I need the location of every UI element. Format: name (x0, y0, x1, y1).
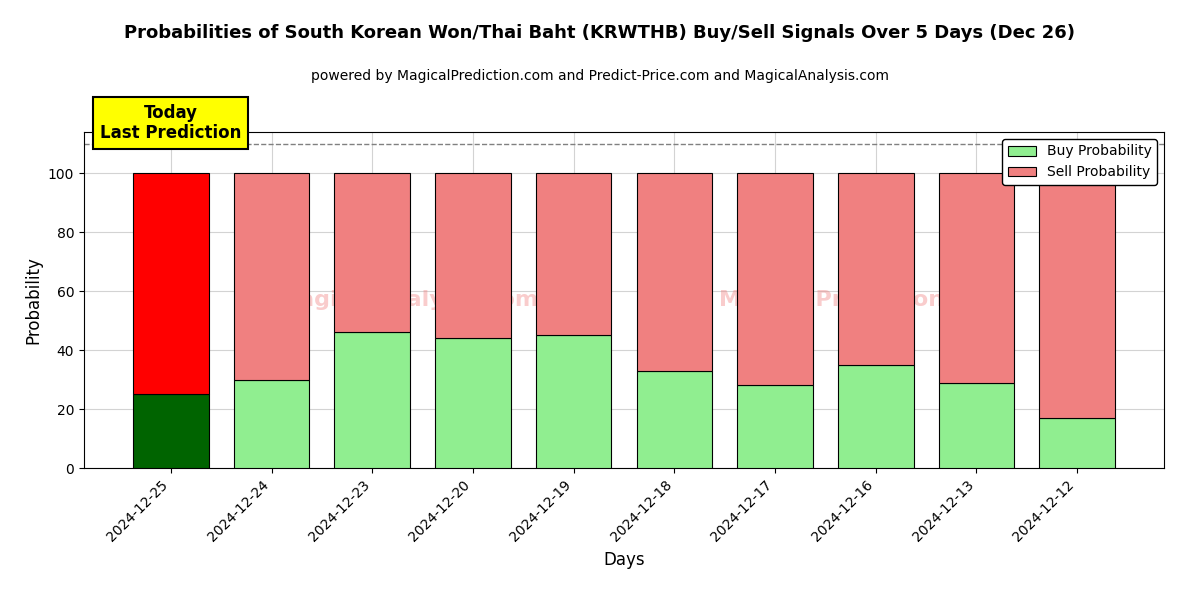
Bar (737, 173, 812, 385)
Bar (838, 365, 913, 468)
Bar (335, 173, 410, 332)
Legend: Buy Probability, Sell Probability: Buy Probability, Sell Probability (1002, 139, 1157, 185)
Text: MagicalPrediction.com: MagicalPrediction.com (719, 290, 1004, 310)
Text: Today
Last Prediction: Today Last Prediction (100, 104, 241, 142)
Bar (636, 173, 712, 371)
Bar (133, 173, 209, 394)
Text: Probabilities of South Korean Won/Thai Baht (KRWTHB) Buy/Sell Signals Over 5 Day: Probabilities of South Korean Won/Thai B… (125, 24, 1075, 42)
Text: powered by MagicalPrediction.com and Predict-Price.com and MagicalAnalysis.com: powered by MagicalPrediction.com and Pre… (311, 69, 889, 83)
Y-axis label: Probability: Probability (24, 256, 42, 344)
X-axis label: Days: Days (604, 551, 644, 569)
Bar (335, 332, 410, 468)
Bar (436, 338, 511, 468)
Bar (838, 173, 913, 365)
Text: MagicalAnalysis.com: MagicalAnalysis.com (277, 290, 539, 310)
Bar (536, 173, 612, 335)
Bar (938, 383, 1014, 468)
Bar (234, 173, 310, 380)
Bar (1039, 173, 1115, 418)
Bar (938, 173, 1014, 383)
Bar (1039, 418, 1115, 468)
Bar (436, 173, 511, 338)
Bar (133, 394, 209, 468)
Bar (636, 371, 712, 468)
Bar (737, 385, 812, 468)
Bar (234, 380, 310, 468)
Bar (536, 335, 612, 468)
